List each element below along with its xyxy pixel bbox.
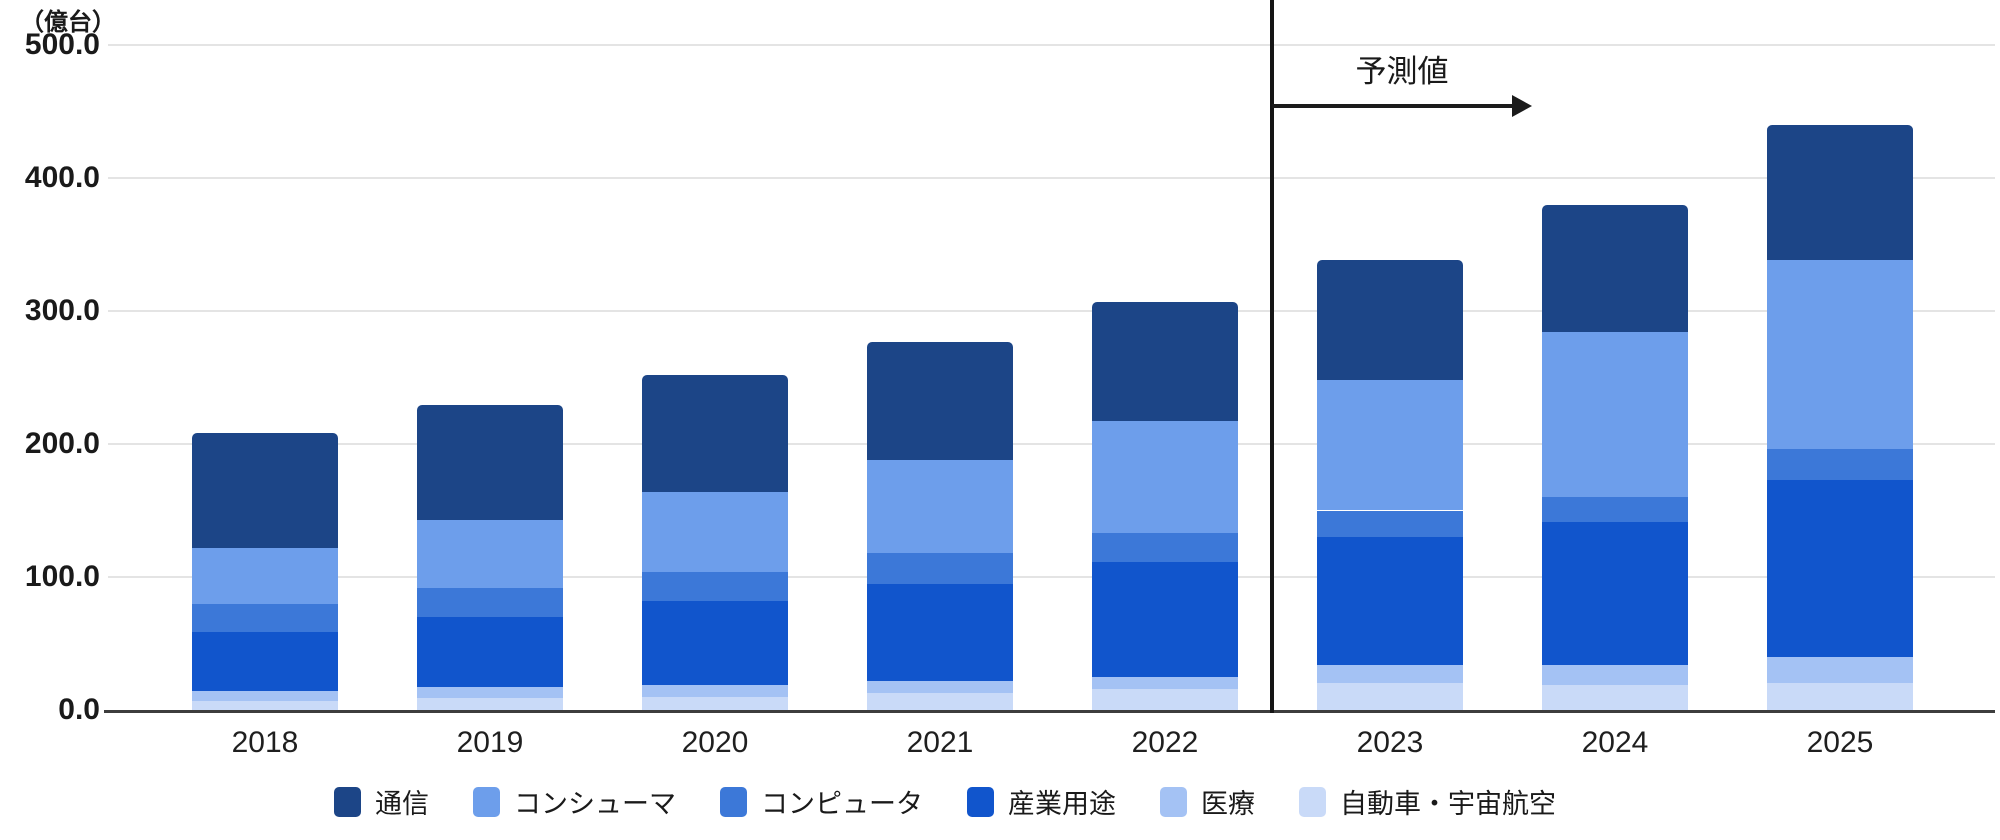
bar-segment-2020-コンシューマ xyxy=(642,491,788,572)
bar-segment-2025-コンシューマ xyxy=(1767,260,1913,450)
x-tick-label-2023: 2023 xyxy=(1356,726,1424,759)
legend-label: 医療 xyxy=(1201,789,1255,819)
bar-segment-2023-通信 xyxy=(1317,260,1463,381)
y-tick-label: 0.0 xyxy=(58,693,100,726)
bar-segment-2021-自動車・宇宙航空 xyxy=(867,692,1013,710)
bar-segment-2021-コンシューマ xyxy=(867,459,1013,554)
legend-swatch-icon xyxy=(473,786,500,817)
bar-segment-2020-コンピュータ xyxy=(642,571,788,601)
y-tick-label: 100.0 xyxy=(24,560,100,593)
gridline-300.0 xyxy=(108,310,1995,312)
bar-segment-2024-自動車・宇宙航空 xyxy=(1542,684,1688,710)
legend-label: コンシューマ xyxy=(514,789,676,819)
legend-item-産業用途: 産業用途 xyxy=(967,782,1116,821)
gridline-400.0 xyxy=(108,177,1995,179)
gridline-500.0 xyxy=(108,44,1995,46)
bar-segment-2019-通信 xyxy=(417,405,563,520)
legend-label: コンピュータ xyxy=(761,789,923,819)
legend-item-コンシューマ: コンシューマ xyxy=(473,782,676,821)
legend-swatch-icon xyxy=(1160,786,1187,817)
bar-segment-2025-医療 xyxy=(1767,656,1913,684)
bar-segment-2025-産業用途 xyxy=(1767,479,1913,657)
legend-item-通信: 通信 xyxy=(334,782,429,821)
bar-segment-2020-産業用途 xyxy=(642,600,788,685)
bar-segment-2022-産業用途 xyxy=(1092,562,1238,677)
bar-segment-2023-医療 xyxy=(1317,664,1463,684)
bar-segment-2023-産業用途 xyxy=(1317,537,1463,665)
bar-segment-2022-コンピュータ xyxy=(1092,533,1238,563)
legend-item-自動車・宇宙航空: 自動車・宇宙航空 xyxy=(1299,782,1556,821)
bar-segment-2018-医療 xyxy=(192,691,338,701)
y-axis-unit-label: （億台） xyxy=(20,9,116,36)
x-axis-line xyxy=(104,710,1995,713)
bar-segment-2024-通信 xyxy=(1542,204,1688,333)
x-tick-label-2022: 2022 xyxy=(1131,726,1199,759)
x-tick-label-2018: 2018 xyxy=(231,726,299,759)
x-tick-label-2019: 2019 xyxy=(456,726,524,759)
bar-segment-2021-医療 xyxy=(867,680,1013,693)
gridline-100.0 xyxy=(108,576,1995,578)
x-tick-label-2021: 2021 xyxy=(906,726,974,759)
bar-segment-2025-自動車・宇宙航空 xyxy=(1767,683,1913,710)
forecast-arrow-head-icon xyxy=(1512,95,1532,117)
y-tick-label: 200.0 xyxy=(24,427,100,460)
legend-item-コンピュータ: コンピュータ xyxy=(720,782,923,821)
bar-segment-2024-コンピュータ xyxy=(1542,497,1688,523)
legend-label: 産業用途 xyxy=(1008,789,1116,819)
bar-segment-2024-コンシューマ xyxy=(1542,332,1688,498)
legend-label: 自動車・宇宙航空 xyxy=(1340,789,1556,819)
bar-segment-2018-コンシューマ xyxy=(192,547,338,604)
bar-segment-2020-自動車・宇宙航空 xyxy=(642,696,788,710)
bar-segment-2022-コンシューマ xyxy=(1092,421,1238,534)
y-tick-label: 400.0 xyxy=(24,161,100,194)
bar-segment-2018-通信 xyxy=(192,433,338,548)
legend-item-医療: 医療 xyxy=(1160,782,1255,821)
bar-segment-2023-自動車・宇宙航空 xyxy=(1317,683,1463,710)
legend-swatch-icon xyxy=(334,786,361,817)
bar-segment-2018-自動車・宇宙航空 xyxy=(192,700,338,710)
bar-segment-2019-コンピュータ xyxy=(417,587,563,617)
legend-swatch-icon xyxy=(1299,786,1326,817)
bar-segment-2021-産業用途 xyxy=(867,583,1013,681)
legend-swatch-icon xyxy=(720,786,747,817)
x-tick-label-2020: 2020 xyxy=(681,726,749,759)
legend-label: 通信 xyxy=(375,789,429,819)
bar-segment-2025-コンピュータ xyxy=(1767,449,1913,480)
y-tick-label: 500.0 xyxy=(24,28,100,61)
forecast-label: 予測値 xyxy=(1355,54,1449,89)
bar-segment-2019-産業用途 xyxy=(417,616,563,688)
bar-segment-2021-コンピュータ xyxy=(867,553,1013,584)
chart-legend: 通信 コンシューマ コンピュータ 産業用途 医療 自動車・宇宙航空 xyxy=(0,782,1945,821)
bar-segment-2024-産業用途 xyxy=(1542,522,1688,665)
y-tick-label: 300.0 xyxy=(24,294,100,327)
bar-segment-2019-医療 xyxy=(417,687,563,698)
bar-segment-2022-自動車・宇宙航空 xyxy=(1092,688,1238,710)
bar-segment-2023-コンシューマ xyxy=(1317,380,1463,511)
bar-segment-2018-産業用途 xyxy=(192,631,338,692)
bar-segment-2023-コンピュータ xyxy=(1317,510,1463,538)
bar-segment-2020-医療 xyxy=(642,684,788,697)
bar-segment-2022-医療 xyxy=(1092,676,1238,689)
bar-segment-2020-通信 xyxy=(642,374,788,492)
legend-swatch-icon xyxy=(967,786,994,817)
x-tick-label-2025: 2025 xyxy=(1806,726,1874,759)
x-tick-label-2024: 2024 xyxy=(1581,726,1649,759)
bar-segment-2022-通信 xyxy=(1092,301,1238,422)
gridline-200.0 xyxy=(108,443,1995,445)
forecast-arrow-shaft xyxy=(1272,104,1512,108)
bar-segment-2024-医療 xyxy=(1542,664,1688,685)
bar-segment-2019-コンシューマ xyxy=(417,519,563,588)
bar-segment-2025-通信 xyxy=(1767,124,1913,261)
forecast-divider-line xyxy=(1270,0,1274,713)
bar-segment-2021-通信 xyxy=(867,341,1013,460)
bar-segment-2018-コンピュータ xyxy=(192,603,338,632)
bar-segment-2019-自動車・宇宙航空 xyxy=(417,698,563,710)
